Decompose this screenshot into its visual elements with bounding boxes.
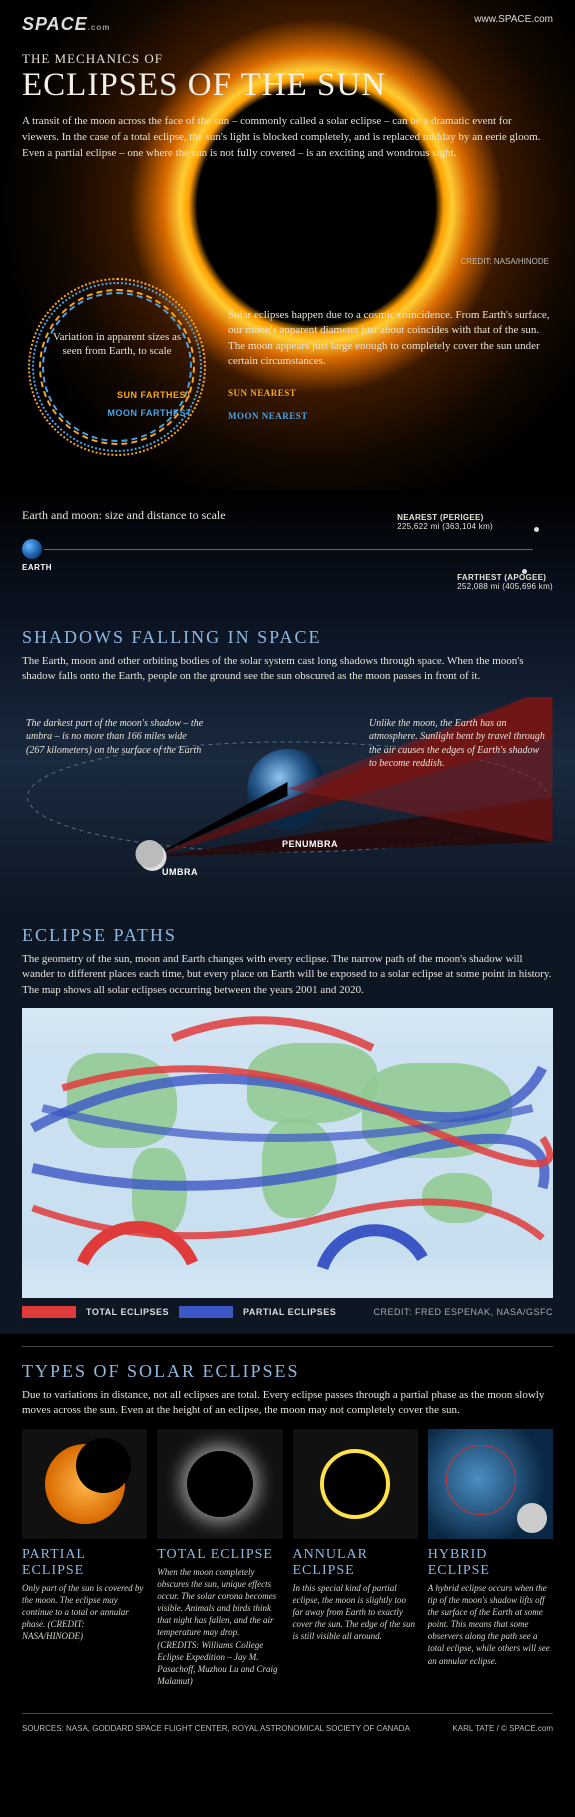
total-desc: When the moon completely obscures the su…: [157, 1566, 282, 1687]
penumbra-caption: Unlike the moon, the Earth has an atmosp…: [369, 717, 549, 771]
shadows-section: SHADOWS FALLING IN SPACE The Earth, moon…: [0, 613, 575, 911]
size-diagram-text: Solar eclipses happen due to a cosmic co…: [228, 272, 553, 423]
hybrid-eclipse-image: [428, 1429, 553, 1539]
umbra-label: UMBRA: [162, 867, 198, 877]
logo-sub: .com: [88, 23, 111, 32]
shadows-body: The Earth, moon and other orbiting bodie…: [22, 654, 553, 685]
sun-farthest-label: SUN FARTHEST: [117, 390, 192, 400]
hybrid-name: HYBRID ECLIPSE: [428, 1547, 553, 1579]
hero-image-credit: CREDIT: NASA/HINODE: [22, 257, 553, 266]
sun-nearest-label: SUN NEAREST: [228, 387, 553, 400]
perigee-group: NEAREST (PERIGEE) 225,622 mi (363,104 km…: [397, 513, 493, 531]
footer: SOURCES: NASA, GODDARD SPACE FLIGHT CENT…: [0, 1714, 575, 1747]
distance-line: [44, 549, 533, 550]
eclipse-paths-section: ECLIPSE PATHS The geometry of the sun, m…: [0, 911, 575, 1334]
size-diagram-body: Solar eclipses happen due to a cosmic co…: [228, 309, 549, 367]
annular-name: ANNULAR ECLIPSE: [293, 1547, 418, 1579]
distance-scale-section: Earth and moon: size and distance to sca…: [0, 490, 575, 613]
umbra-caption: The darkest part of the moon's shadow – …: [26, 717, 206, 758]
ring-center-label: Variation in apparent sizes as seen from…: [52, 330, 182, 359]
earth-icon: [22, 539, 42, 559]
hero-top-bar: SPACE.com www.SPACE.com: [22, 14, 553, 35]
swatch-partial: [179, 1306, 233, 1318]
type-total: TOTAL ECLIPSE When the moon completely o…: [157, 1429, 282, 1687]
shadow-diagram: The darkest part of the moon's shadow – …: [22, 697, 553, 897]
type-partial: PARTIAL ECLIPSE Only part of the sun is …: [22, 1429, 147, 1687]
map-legend: TOTAL ECLIPSES PARTIAL ECLIPSES CREDIT: …: [22, 1298, 553, 1320]
total-name: TOTAL ECLIPSE: [157, 1547, 282, 1563]
title-kicker: THE MECHANICS OF: [22, 51, 553, 67]
byline: KARL TATE / © SPACE.com: [452, 1724, 553, 1733]
type-annular: ANNULAR ECLIPSE In this special kind of …: [293, 1429, 418, 1687]
sources-line: SOURCES: NASA, GODDARD SPACE FLIGHT CENT…: [22, 1724, 410, 1733]
total-eclipse-image: [157, 1429, 282, 1539]
site-url: www.SPACE.com: [474, 14, 553, 25]
apogee-value: 252,088 mi (405,696 km): [457, 582, 553, 591]
apogee-label: FARTHEST (APOGEE): [457, 573, 553, 582]
perigee-label: NEAREST (PERIGEE): [397, 513, 493, 522]
apparent-size-rings: Variation in apparent sizes as seen from…: [22, 272, 212, 462]
scale-diagram: EARTH NEAREST (PERIGEE) 225,622 mi (363,…: [22, 529, 553, 599]
intro-paragraph: A transit of the moon across the face of…: [22, 114, 542, 162]
size-diagram-block: Variation in apparent sizes as seen from…: [22, 272, 553, 462]
logo-text: SPACE: [22, 14, 88, 34]
annular-eclipse-image: [293, 1429, 418, 1539]
shadows-title: SHADOWS FALLING IN SPACE: [22, 627, 553, 648]
site-logo: SPACE.com: [22, 14, 110, 35]
types-body: Due to variations in distance, not all e…: [22, 1388, 553, 1419]
main-title: ECLIPSES OF THE SUN: [22, 67, 553, 104]
legend-total-label: TOTAL ECLIPSES: [86, 1307, 169, 1317]
infographic: SPACE.com www.SPACE.com THE MECHANICS OF…: [0, 0, 575, 1747]
moon-farthest-label: MOON FARTHEST: [108, 408, 193, 418]
swatch-total: [22, 1306, 76, 1318]
paths-title: ECLIPSE PATHS: [22, 925, 553, 946]
partial-name: PARTIAL ECLIPSE: [22, 1547, 147, 1579]
legend-partial-label: PARTIAL ECLIPSES: [243, 1307, 336, 1317]
types-title: TYPES OF SOLAR ECLIPSES: [22, 1361, 553, 1382]
annular-desc: In this special kind of partial eclipse,…: [293, 1582, 418, 1643]
eclipse-types-grid: PARTIAL ECLIPSE Only part of the sun is …: [22, 1429, 553, 1687]
map-credit: CREDIT: FRED ESPENAK, NASA/GSFC: [373, 1307, 553, 1317]
eclipse-types-section: TYPES OF SOLAR ECLIPSES Due to variation…: [0, 1347, 575, 1701]
hero-section: SPACE.com www.SPACE.com THE MECHANICS OF…: [0, 0, 575, 490]
perigee-value: 225,622 mi (363,104 km): [397, 522, 493, 531]
earth-label: EARTH: [22, 563, 52, 572]
apogee-group: FARTHEST (APOGEE) 252,088 mi (405,696 km…: [457, 573, 553, 591]
eclipse-paths-map: [22, 1008, 553, 1298]
paths-body: The geometry of the sun, moon and Earth …: [22, 952, 553, 998]
type-hybrid: HYBRID ECLIPSE A hybrid eclipse occurs w…: [428, 1429, 553, 1687]
penumbra-label: PENUMBRA: [282, 839, 338, 849]
partial-eclipse-image: [22, 1429, 147, 1539]
eclipse-paths-arcs: [22, 1008, 553, 1298]
hybrid-desc: A hybrid eclipse occurs when the tip of …: [428, 1582, 553, 1667]
partial-desc: Only part of the sun is covered by the m…: [22, 1582, 147, 1643]
moon-nearest-label: MOON NEAREST: [228, 410, 553, 423]
moon-icon: [534, 527, 539, 532]
